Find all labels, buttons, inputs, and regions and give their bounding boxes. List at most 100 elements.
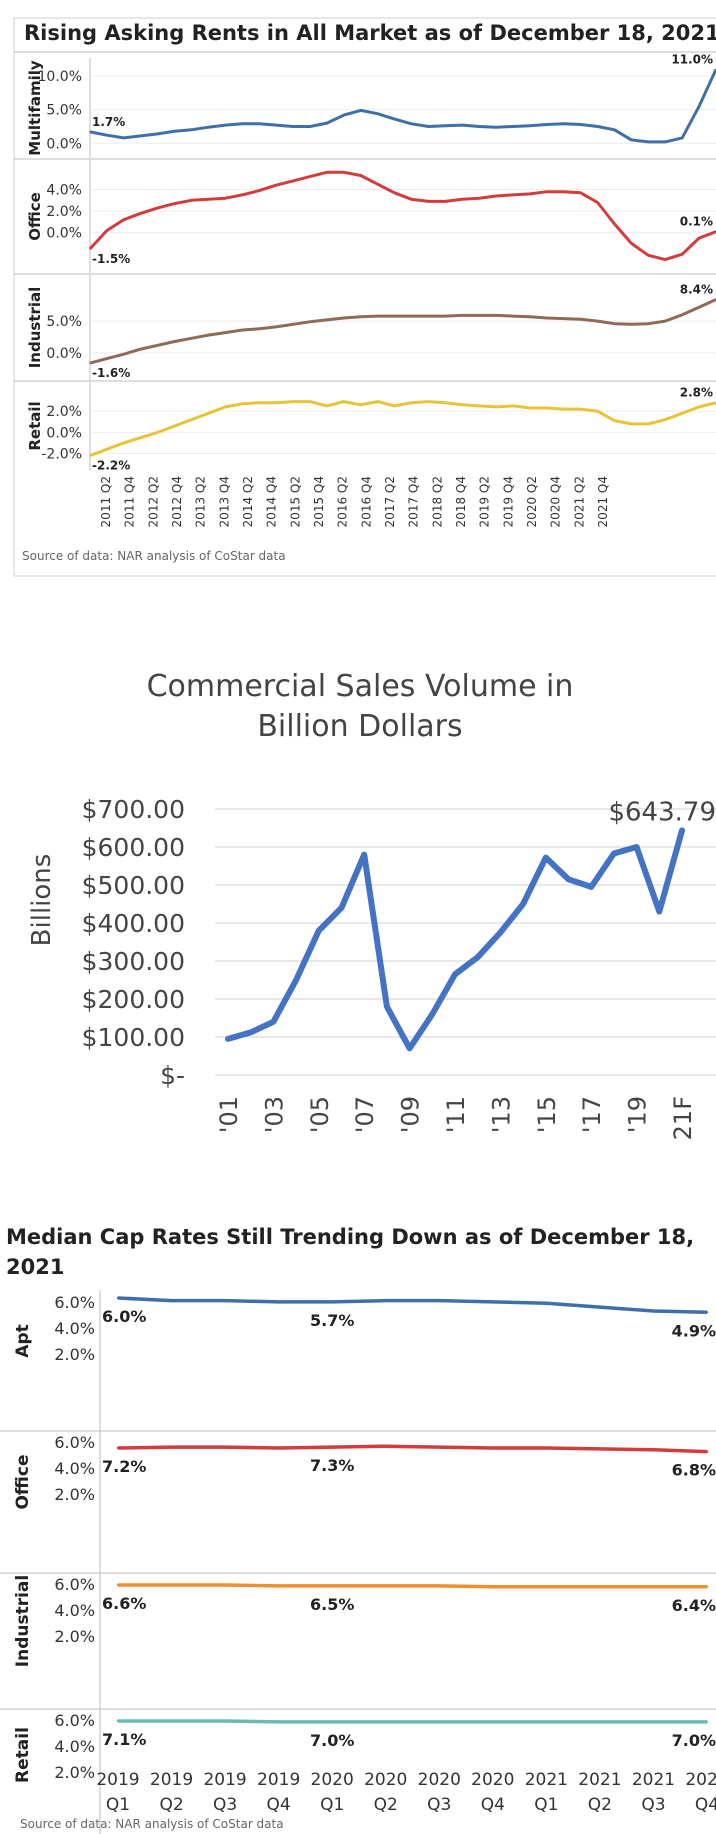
data-point	[258, 327, 260, 330]
data-point	[275, 184, 277, 187]
y-axis-title: Billions	[27, 854, 57, 947]
data-point	[681, 412, 683, 415]
x-tick-label: 2020 Q2	[525, 476, 539, 527]
data-point	[393, 315, 396, 317]
data-point	[613, 223, 616, 225]
data-point	[491, 1446, 495, 1450]
data-point	[106, 448, 108, 451]
data-point	[698, 237, 700, 239]
data-point	[385, 1005, 388, 1008]
data-point	[241, 194, 244, 196]
data-point	[258, 122, 260, 125]
data-point	[139, 348, 142, 350]
data-point	[190, 129, 193, 131]
x-tick-year: 2020	[418, 1770, 461, 1790]
x-tick-label: 2014 Q4	[265, 476, 279, 527]
end-value-label: 11.0%	[671, 52, 713, 66]
data-point	[156, 133, 159, 135]
data-point	[326, 405, 328, 407]
data-point	[277, 1300, 280, 1304]
series-line-retail	[118, 1719, 707, 1724]
data-point	[376, 400, 379, 403]
data-point	[277, 1446, 280, 1450]
x-tick-year: 2020	[471, 1770, 514, 1790]
value-label: 7.0%	[310, 1731, 354, 1750]
x-tick-quarter: Q3	[641, 1795, 665, 1815]
series-line-retail	[89, 400, 716, 458]
x-tick-quarter: Q1	[320, 1795, 344, 1815]
value-label: 6.8%	[672, 1461, 716, 1480]
data-point	[546, 317, 548, 319]
data-point	[292, 323, 294, 326]
data-point	[207, 198, 210, 201]
data-point	[326, 319, 328, 321]
data-point	[224, 406, 227, 408]
data-point	[223, 1583, 227, 1587]
x-tick-label: 2018 Q2	[430, 476, 444, 527]
start-value-label: -1.5%	[92, 252, 130, 266]
x-tick-label: '03	[260, 1096, 288, 1133]
data-point	[116, 1583, 120, 1587]
source-note: Source of data: NAR analysis of CoStar d…	[20, 1817, 284, 1831]
x-tick-label: '13	[487, 1096, 515, 1133]
y-tick-label: $200.00	[82, 985, 185, 1014]
y-tick-label: 6.0%	[54, 1433, 95, 1452]
data-point	[522, 903, 525, 905]
x-tick-label: 2017 Q4	[407, 476, 421, 527]
data-point	[170, 1445, 173, 1449]
data-point	[277, 1720, 280, 1724]
data-point	[491, 1720, 495, 1724]
data-point	[224, 197, 227, 199]
y-tick-label: $600.00	[82, 833, 185, 862]
y-tick-label: 4.0%	[54, 1459, 95, 1478]
x-tick-label: 2015 Q4	[312, 476, 326, 527]
y-tick-label: -2.0%	[41, 447, 82, 463]
data-point	[512, 194, 514, 196]
x-tick-label: 2013 Q4	[217, 476, 231, 527]
data-point	[562, 190, 565, 193]
data-point	[664, 418, 667, 421]
data-point	[681, 253, 683, 256]
y-tick-label: 4.0%	[54, 1319, 95, 1338]
data-point	[309, 175, 311, 178]
data-point	[579, 191, 582, 194]
source-note: Source of data: NAR analysis of CoStar d…	[22, 549, 286, 563]
data-point	[156, 207, 159, 209]
series-line-office	[88, 170, 716, 262]
value-label: 6.6%	[102, 1594, 146, 1613]
data-point	[410, 198, 413, 201]
data-point	[170, 1719, 173, 1723]
data-point	[658, 910, 661, 913]
data-point	[546, 190, 548, 193]
data-point	[664, 258, 667, 261]
data-point	[598, 1447, 602, 1451]
data-point	[438, 1445, 441, 1449]
y-tick-label: 6.0%	[54, 1575, 95, 1594]
start-value-label: -1.6%	[92, 366, 130, 380]
data-point	[139, 436, 142, 439]
data-point	[431, 1013, 434, 1016]
y-tick-label: 10.0%	[38, 69, 82, 85]
data-point	[106, 134, 108, 137]
data-point	[647, 254, 650, 257]
value-label: 7.1%	[102, 1730, 146, 1749]
panel-label-retail: Retail	[26, 401, 44, 450]
x-tick-label: 2015 Q2	[288, 476, 302, 527]
x-tick-label: 21F	[669, 1096, 697, 1140]
data-point	[495, 126, 497, 128]
data-point	[376, 315, 379, 317]
data-point	[635, 846, 638, 848]
y-tick-label: 0.0%	[46, 136, 82, 152]
data-point	[275, 401, 277, 404]
y-tick-label: 6.0%	[54, 1711, 95, 1730]
y-tick-label: 4.0%	[46, 183, 82, 199]
x-tick-year: 2021	[578, 1770, 621, 1790]
data-point	[173, 425, 176, 427]
y-tick-label: $300.00	[82, 947, 185, 976]
x-tick-year: 2019	[203, 1770, 246, 1790]
panel-label-apt: Apt	[13, 1324, 33, 1357]
y-tick-label: $-	[160, 1061, 185, 1090]
data-point	[652, 1585, 655, 1588]
data-point	[241, 402, 244, 405]
data-point	[224, 331, 227, 334]
